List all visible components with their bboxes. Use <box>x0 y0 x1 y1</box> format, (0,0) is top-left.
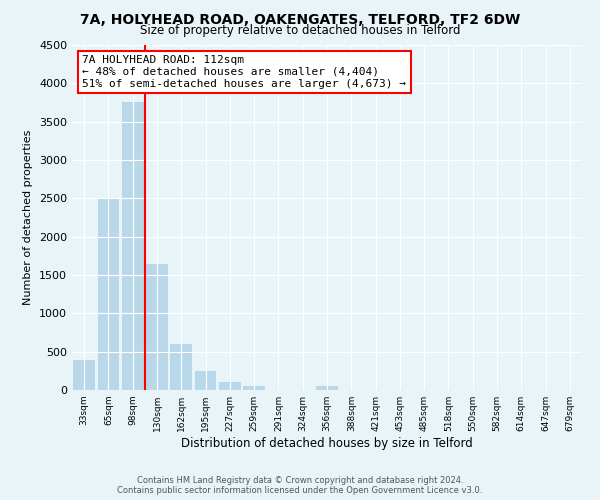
Text: Contains HM Land Registry data © Crown copyright and database right 2024.
Contai: Contains HM Land Registry data © Crown c… <box>118 476 482 495</box>
Bar <box>243 386 265 390</box>
Bar <box>194 371 217 390</box>
Bar <box>73 360 95 390</box>
Text: 7A HOLYHEAD ROAD: 112sqm
← 48% of detached houses are smaller (4,404)
51% of sem: 7A HOLYHEAD ROAD: 112sqm ← 48% of detach… <box>82 56 406 88</box>
Bar <box>122 102 143 390</box>
Y-axis label: Number of detached properties: Number of detached properties <box>23 130 34 305</box>
Bar <box>146 264 168 390</box>
Bar <box>97 198 119 390</box>
Bar <box>316 386 338 390</box>
X-axis label: Distribution of detached houses by size in Telford: Distribution of detached houses by size … <box>181 437 473 450</box>
Bar <box>170 344 192 390</box>
Bar <box>219 382 241 390</box>
Text: Size of property relative to detached houses in Telford: Size of property relative to detached ho… <box>140 24 460 37</box>
Text: 7A, HOLYHEAD ROAD, OAKENGATES, TELFORD, TF2 6DW: 7A, HOLYHEAD ROAD, OAKENGATES, TELFORD, … <box>80 12 520 26</box>
